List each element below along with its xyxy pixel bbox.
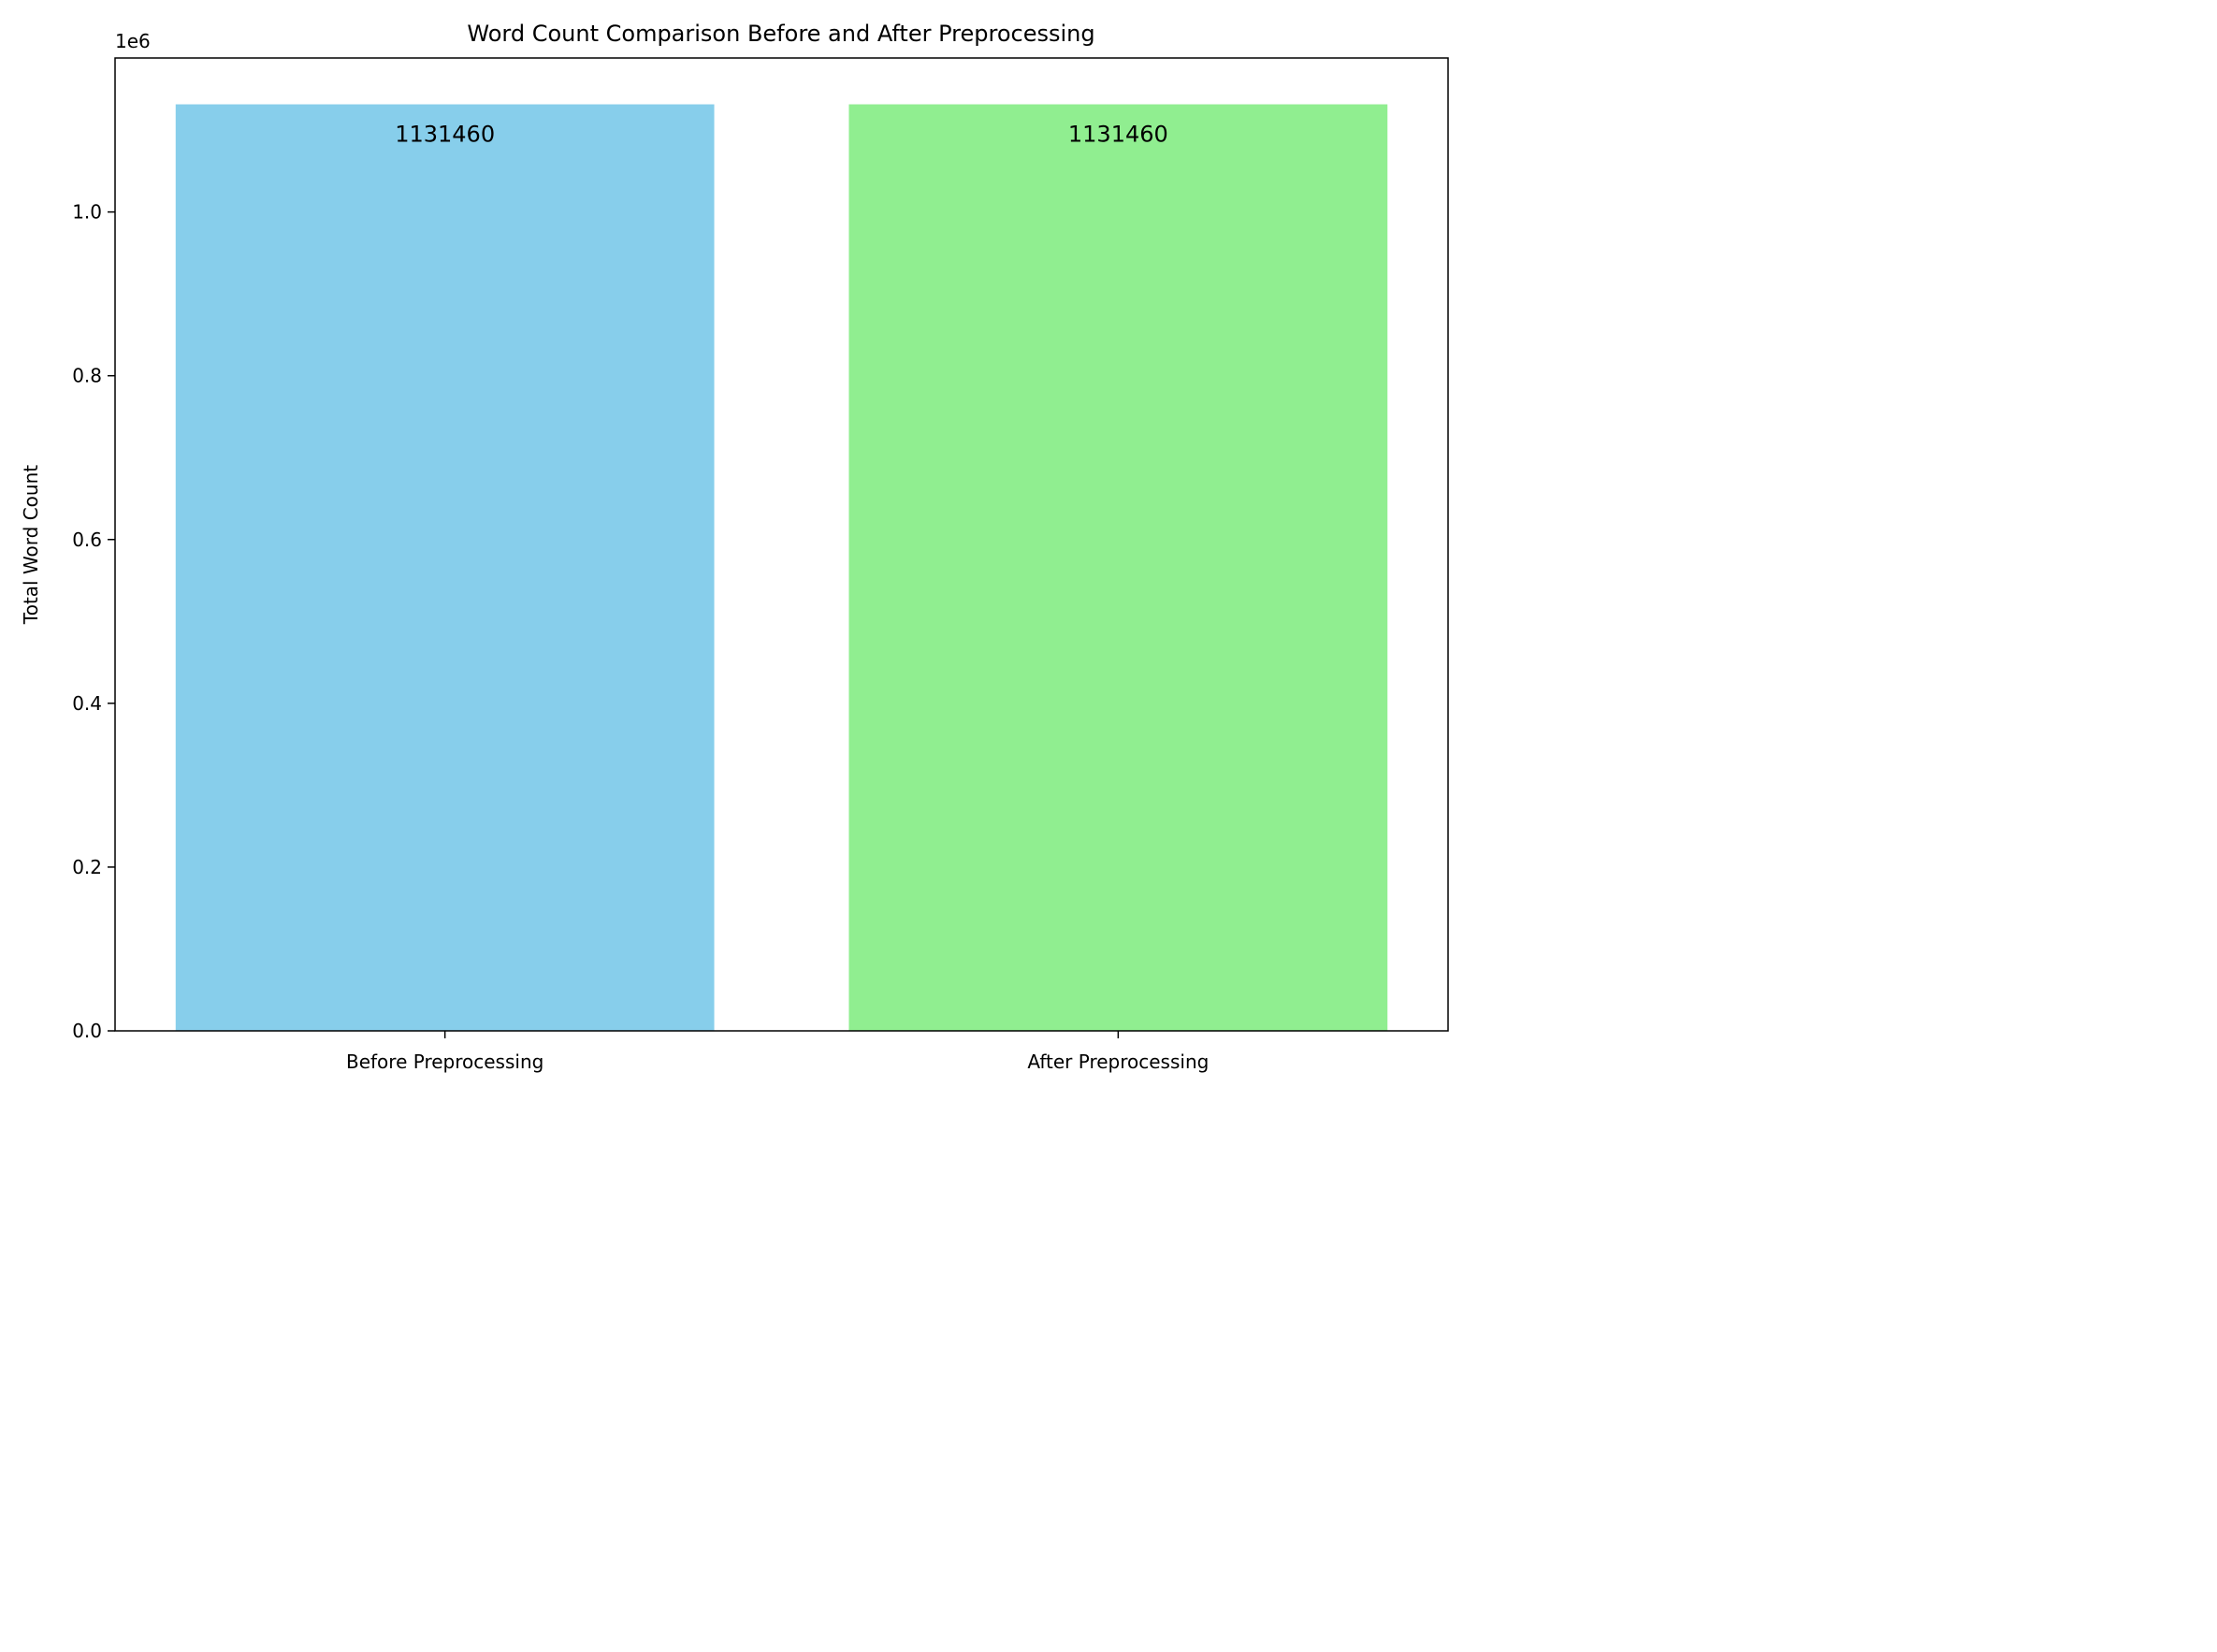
bar-0 xyxy=(175,104,715,1032)
y-tick-label-1: 0.2 xyxy=(72,856,102,878)
y-tick-label-0: 0.0 xyxy=(72,1020,102,1042)
y-axis-title: Total Word Count xyxy=(20,465,42,625)
data-label-0: 1131460 xyxy=(395,122,495,148)
y-tick-label-4: 0.8 xyxy=(72,365,102,387)
y-tick-label-2: 0.4 xyxy=(72,692,102,715)
x-tick-label-1: After Preprocessing xyxy=(1027,1051,1209,1073)
x-tick-label-0: Before Preprocessing xyxy=(346,1051,543,1073)
word-count-bar-chart: Word Count Comparison Before and After P… xyxy=(20,21,1449,1073)
chart-title: Word Count Comparison Before and After P… xyxy=(467,21,1094,47)
bar-1 xyxy=(848,104,1388,1032)
data-label-1: 1131460 xyxy=(1068,122,1168,148)
plot-frame xyxy=(114,57,1449,1032)
y-tick-label-3: 0.6 xyxy=(72,529,102,551)
y-axis-offset-label: 1e6 xyxy=(115,30,151,52)
plot-area: 1131460 Before Preprocessing 1131460 After … xyxy=(72,57,1449,1073)
y-tick-label-5: 1.0 xyxy=(72,201,102,224)
